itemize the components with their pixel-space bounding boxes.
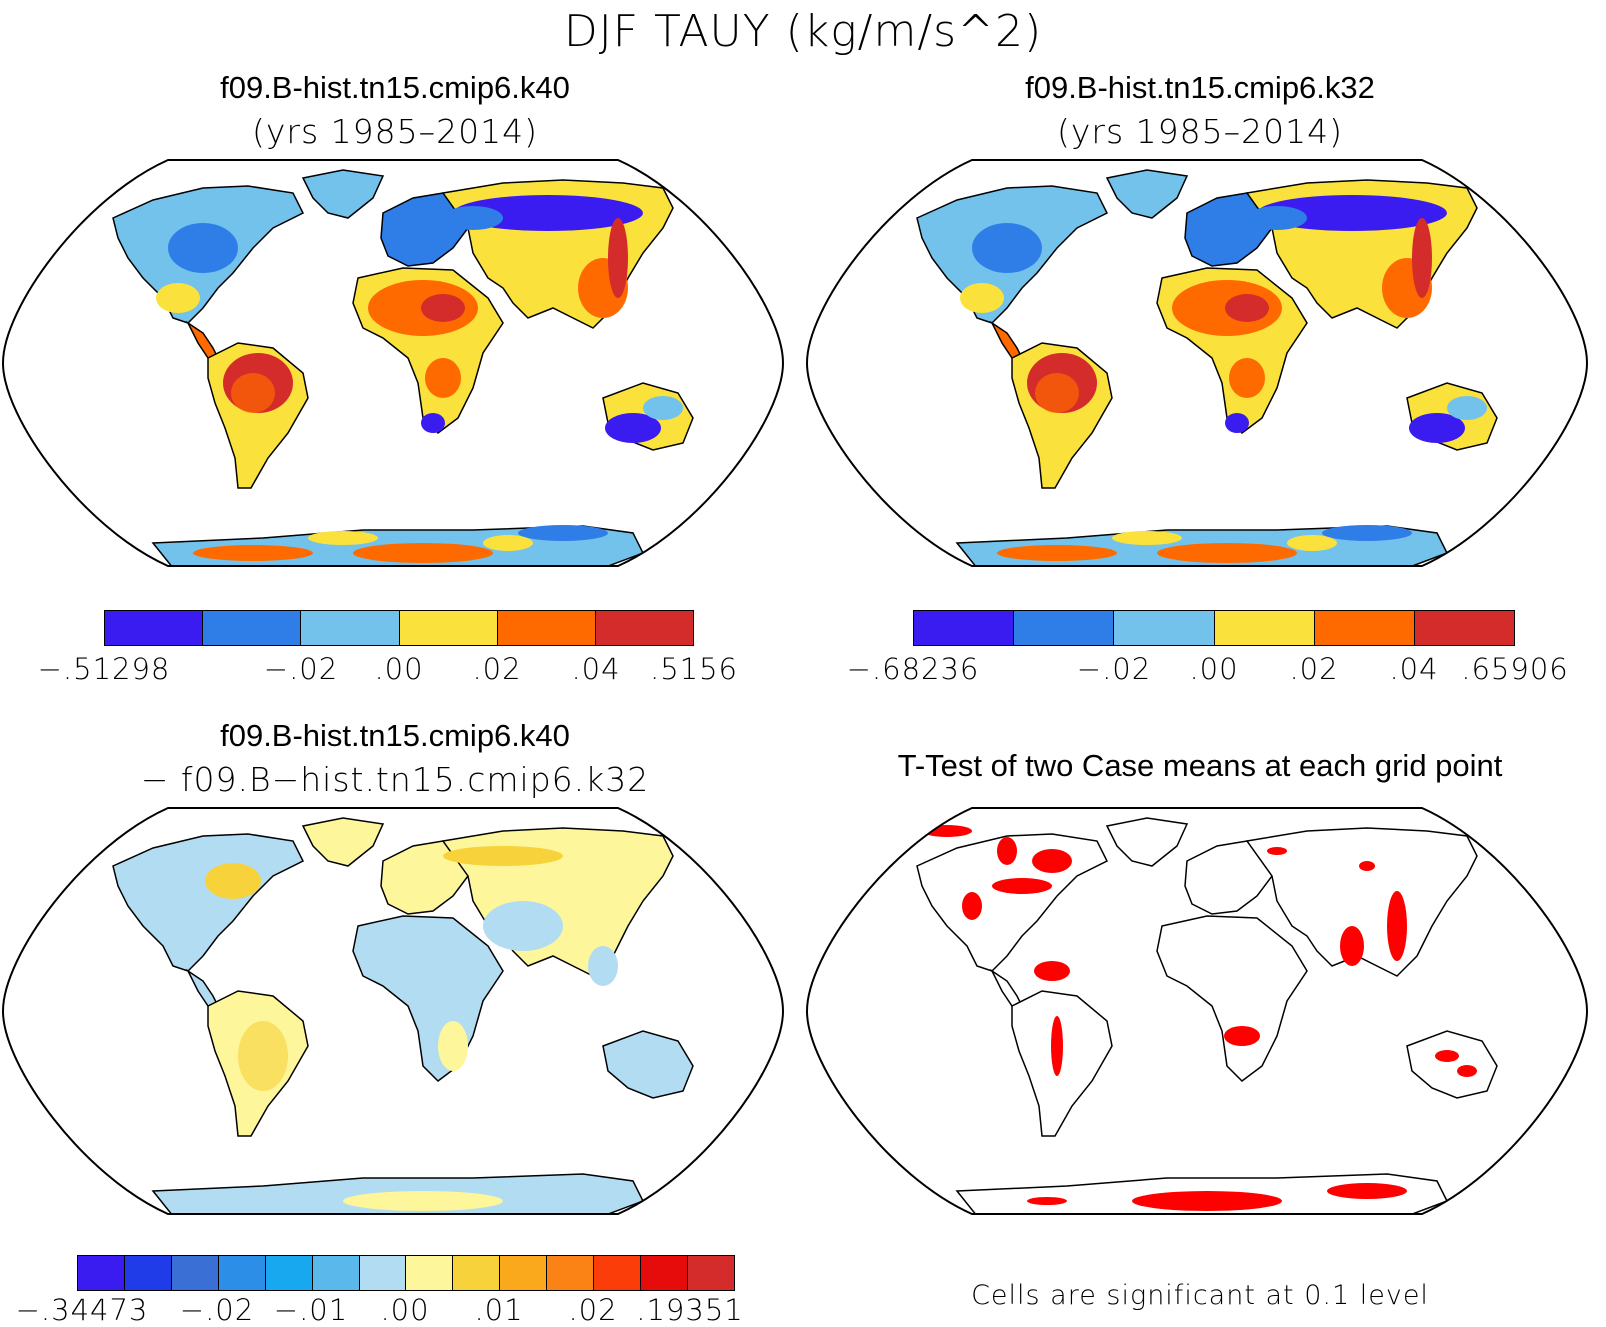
colorbar-k40-label: .04 (571, 652, 621, 686)
panel-k40-years: (yrs 1985–2014) (252, 112, 538, 151)
colorbar-k40-cell (497, 611, 596, 645)
colorbar-k32-label: −.68236 (846, 652, 980, 686)
panel-k32-years: (yrs 1985–2014) (1057, 112, 1343, 151)
colorbar-diff-label: .01 (474, 1293, 524, 1327)
colorbar-diff-cell (265, 1256, 313, 1290)
colorbar-diff-cell (359, 1256, 407, 1290)
map-k40 (1, 159, 785, 567)
colorbar-diff-label: .02 (568, 1293, 618, 1327)
colorbar-k40-label: −.51298 (37, 652, 171, 686)
colorbar-k40-label: .5156 (649, 652, 739, 686)
panel-k40-title: f09.B-hist.tn15.cmip6.k40 (220, 70, 570, 105)
colorbar-k40-label: .00 (374, 652, 424, 686)
colorbar-k32-label: .02 (1289, 652, 1339, 686)
colorbar-k32-cell (1414, 611, 1515, 645)
colorbar-diff-label: −.02 (179, 1293, 255, 1327)
map-diff (1, 807, 785, 1215)
colorbar-diff-cell (500, 1256, 548, 1290)
colorbar-diff-cell (453, 1256, 501, 1290)
colorbar-diff (77, 1255, 735, 1291)
panel-ttest-title: T-Test of two Case means at each grid po… (897, 748, 1503, 783)
colorbar-diff-cell (687, 1256, 734, 1290)
panel-k32-title: f09.B-hist.tn15.cmip6.k32 (1025, 70, 1375, 105)
panel-diff-subtitle: − f09.B−hist.tn15.cmip6.k32 (140, 760, 650, 799)
colorbar-diff-cell (406, 1256, 454, 1290)
colorbar-k40-cell (301, 611, 400, 645)
colorbar-k32-cell (914, 611, 1015, 645)
significant-cells (922, 825, 1477, 1211)
colorbar-k40 (104, 610, 694, 646)
colorbar-k32-label: .04 (1389, 652, 1439, 686)
colorbar-diff-cell (171, 1256, 219, 1290)
main-title: DJF TAUY (kg/m/s^2) (563, 6, 1043, 57)
colorbar-diff-label: −.34473 (15, 1293, 149, 1327)
colorbar-diff-label: .19351 (636, 1293, 744, 1327)
colorbar-k32-cell (1014, 611, 1115, 645)
colorbar-k32-label: .00 (1189, 652, 1239, 686)
colorbar-diff-cell (547, 1256, 595, 1290)
colorbar-k40-label: .02 (472, 652, 522, 686)
colorbar-k32-cell (1214, 611, 1315, 645)
colorbar-diff-label: −.01 (273, 1293, 349, 1327)
colorbar-k40-cell (105, 611, 204, 645)
colorbar-k32-cell (1314, 611, 1415, 645)
map-k32 (805, 159, 1589, 567)
colorbar-k40-cell (595, 611, 694, 645)
colorbar-k40-label: −.02 (263, 652, 339, 686)
map-ttest (805, 807, 1589, 1215)
colorbar-diff-cell (78, 1256, 125, 1290)
colorbar-k32-label: .65906 (1461, 652, 1569, 686)
colorbar-k40-cell (399, 611, 498, 645)
panel-diff-title: f09.B-hist.tn15.cmip6.k40 (220, 718, 570, 753)
colorbar-diff-cell (312, 1256, 360, 1290)
colorbar-diff-cell (218, 1256, 266, 1290)
ttest-note: Cells are significant at 0.1 level (971, 1280, 1429, 1311)
colorbar-diff-label: .00 (380, 1293, 430, 1327)
colorbar-k32-cell (1114, 611, 1215, 645)
colorbar-diff-cell (594, 1256, 642, 1290)
colorbar-diff-cell (124, 1256, 172, 1290)
colorbar-k32 (913, 610, 1515, 646)
colorbar-k40-cell (203, 611, 302, 645)
colorbar-k32-label: −.02 (1076, 652, 1152, 686)
colorbar-diff-cell (641, 1256, 688, 1290)
